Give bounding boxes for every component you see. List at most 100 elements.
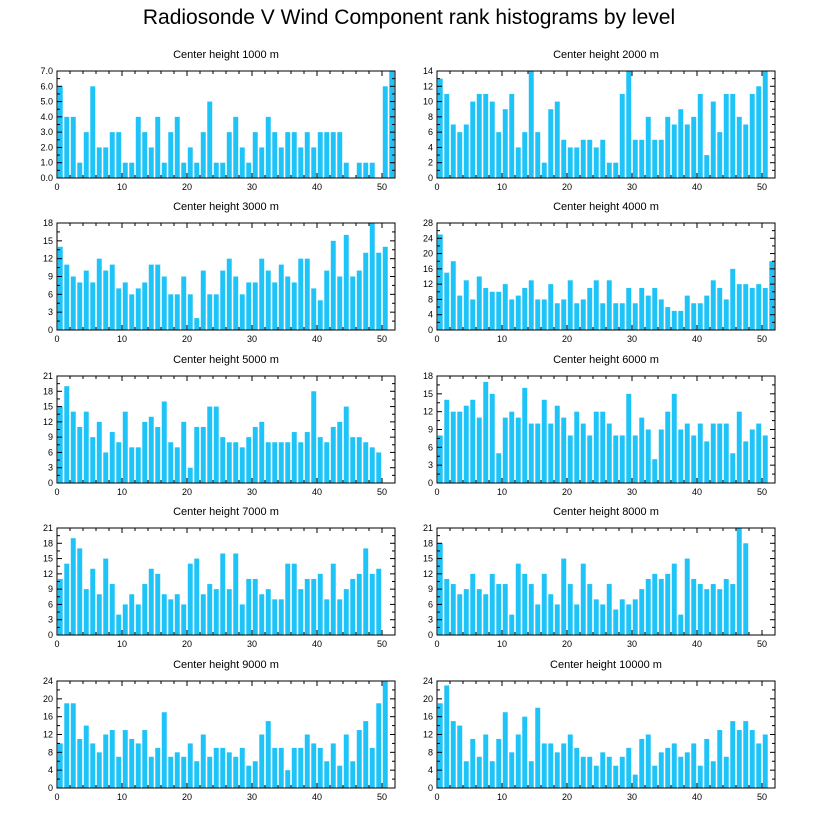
histogram-bar: [343, 734, 349, 788]
y-tick-label: 24: [43, 676, 53, 686]
x-tick-label: 50: [377, 182, 387, 192]
histogram-bar: [337, 599, 343, 635]
histogram-bar: [96, 147, 102, 178]
histogram-bar: [632, 435, 638, 483]
histogram-bar: [376, 568, 382, 635]
histogram-bar: [684, 752, 690, 788]
histogram-bar: [476, 276, 482, 330]
y-tick-label: 1.0: [40, 158, 53, 168]
histogram-bar: [109, 264, 115, 330]
histogram-bar: [285, 442, 291, 483]
histogram-bar: [450, 584, 456, 635]
x-tick-label: 0: [434, 334, 439, 344]
y-tick-label: 8: [48, 747, 53, 757]
histogram-bar: [265, 589, 271, 635]
histogram-bar: [239, 604, 245, 635]
histogram-bar: [535, 299, 541, 330]
histogram-bar: [671, 393, 677, 483]
histogram-bar: [161, 712, 167, 788]
x-tick-label: 10: [497, 639, 507, 649]
y-tick-label: 12: [423, 279, 433, 289]
y-tick-label: 8: [428, 294, 433, 304]
histogram-bar: [122, 282, 128, 330]
histogram-bar: [70, 411, 76, 483]
histogram-bar: [161, 162, 167, 178]
histogram-bar: [736, 284, 742, 330]
histogram-bar: [265, 721, 271, 789]
histogram-bar: [574, 411, 580, 483]
histogram-bar: [337, 276, 343, 330]
histogram-panel-7: Center height 7000 m 0 3 6 9 12 15 18 21 0 10 20 30 4…: [43, 506, 396, 649]
histogram-bar: [684, 558, 690, 635]
histogram-bar: [470, 299, 476, 330]
histogram-bar: [483, 381, 489, 483]
histogram-bar: [567, 584, 573, 635]
histogram-bar: [522, 287, 528, 330]
histogram-bar: [574, 747, 580, 789]
histogram-bar: [369, 573, 375, 635]
histogram-bar: [756, 743, 762, 788]
histogram-panel-3: Center height 3000 m 0 3 6 9 12 15 18 0 10 20 30 40 5…: [43, 201, 396, 344]
histogram-bar: [148, 416, 154, 483]
histogram-bar: [697, 765, 703, 788]
histogram-bar: [155, 264, 161, 330]
histogram-bar: [96, 421, 102, 483]
histogram-bar: [252, 761, 258, 788]
histogram-bar: [561, 743, 567, 788]
histogram-bar: [291, 747, 297, 789]
histogram-bar: [317, 437, 323, 483]
histogram-bar: [645, 734, 651, 788]
histogram-bar: [57, 578, 63, 635]
histogram-bar: [382, 681, 388, 788]
x-tick-label: 20: [562, 334, 572, 344]
histogram-bar: [226, 258, 232, 330]
histogram-bar: [645, 295, 651, 330]
histogram-bar: [350, 437, 356, 483]
histogram-bar: [502, 584, 508, 635]
histogram-bar: [155, 426, 161, 483]
histogram-bar: [233, 442, 239, 483]
histogram-bar: [168, 294, 174, 330]
histogram-panel-4: Center height 4000 m 0 4 8 12 16 20 24 28 0 10 20 30…: [423, 201, 776, 344]
histogram-bar: [70, 538, 76, 635]
histogram-bar: [330, 563, 336, 635]
histogram-bar: [220, 437, 226, 483]
histogram-bar: [90, 568, 96, 635]
histogram-bar: [194, 318, 200, 330]
histogram-bar: [103, 452, 109, 483]
y-tick-label: 5.0: [40, 97, 53, 107]
histogram-bar: [324, 270, 330, 330]
histogram-bar: [502, 284, 508, 330]
histogram-bar: [444, 272, 450, 330]
histogram-bar: [548, 284, 554, 330]
histogram-bar: [483, 594, 489, 635]
y-tick-label: 28: [423, 218, 433, 228]
histogram-bar: [587, 287, 593, 330]
histogram-bar: [259, 594, 265, 635]
histogram-bar: [756, 423, 762, 483]
histogram-bar: [567, 435, 573, 483]
histogram-bar: [548, 109, 554, 178]
histogram-bar: [324, 599, 330, 635]
histogram-bar: [528, 761, 534, 788]
histogram-bar: [522, 573, 528, 635]
histogram-bar: [226, 589, 232, 635]
y-tick-label: 24: [423, 676, 433, 686]
histogram-bar: [220, 270, 226, 330]
histogram-bar: [77, 426, 83, 483]
y-tick-label: 3: [428, 460, 433, 470]
y-tick-label: 6: [428, 442, 433, 452]
panel-title: Center height 3000 m: [173, 201, 279, 213]
histogram-bar: [593, 147, 599, 178]
histogram-bar: [704, 738, 710, 788]
histogram-bar: [652, 287, 658, 330]
histogram-bar: [548, 423, 554, 483]
histogram-bar: [626, 393, 632, 483]
histogram-bar: [632, 303, 638, 330]
x-tick-label: 50: [377, 334, 387, 344]
histogram-bar: [704, 441, 710, 483]
histogram-panel-6: Center height 6000 m 0 3 6 9 12 15 18 0 10 20 30 40 5…: [423, 354, 776, 497]
y-tick-label: 20: [43, 694, 53, 704]
histogram-bar: [376, 703, 382, 788]
